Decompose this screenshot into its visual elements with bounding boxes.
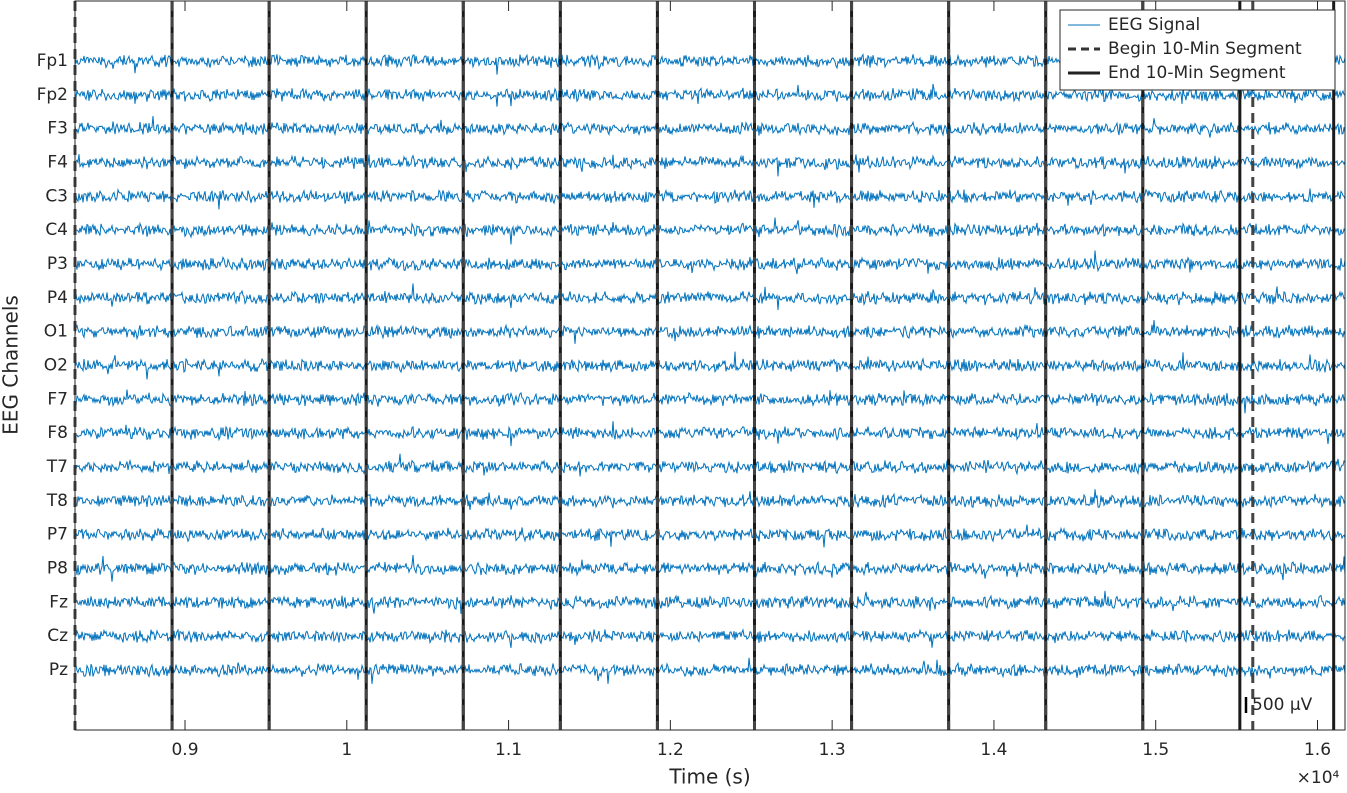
y-axis-label: EEG Channels — [0, 295, 23, 435]
y-tick-label: F4 — [47, 153, 68, 173]
y-tick-label: O2 — [44, 356, 68, 376]
legend-label: EEG Signal — [1108, 15, 1200, 35]
traces — [74, 51, 1346, 684]
x-tick-label: 1.4 — [980, 740, 1007, 760]
legend-label: End 10-Min Segment — [1108, 63, 1286, 83]
eeg-trace — [74, 320, 1346, 344]
y-tick-label: Cz — [47, 626, 68, 646]
x-tick-label: 1.1 — [495, 740, 522, 760]
x-tick-label: 1.3 — [819, 740, 846, 760]
legend-label: Begin 10-Min Segment — [1108, 39, 1302, 59]
y-tick-label: Fz — [49, 592, 68, 612]
y-tick-label: C3 — [45, 186, 68, 206]
eeg-trace — [74, 250, 1346, 275]
eeg-trace — [74, 154, 1346, 177]
y-tick-label: Fp2 — [37, 85, 68, 105]
y-tick-label: F7 — [47, 389, 68, 409]
eeg-trace — [74, 351, 1346, 380]
y-tick-label: T7 — [46, 457, 68, 477]
y-tick-label: Fp1 — [37, 51, 68, 71]
x-axis-label: Time (s) — [668, 765, 750, 789]
y-tick-label: P4 — [47, 288, 68, 308]
x-tick-label: 1.6 — [1304, 740, 1331, 760]
y-tick-label: C4 — [45, 220, 68, 240]
eeg-trace — [74, 590, 1346, 614]
eeg-trace — [74, 83, 1346, 107]
eeg-trace — [74, 489, 1346, 510]
eeg-trace — [74, 555, 1346, 582]
legend-box — [1059, 9, 1336, 91]
y-tick-label: Pz — [49, 660, 68, 680]
eeg-trace — [74, 389, 1346, 414]
y-tick-label: F8 — [47, 423, 68, 443]
x-exponent-label: ×10⁴ — [1297, 768, 1340, 788]
eeg-trace — [74, 116, 1346, 138]
eeg-trace — [74, 524, 1346, 548]
eeg-trace — [75, 628, 1346, 648]
eeg-trace — [75, 217, 1346, 245]
x-tick-label: 1.2 — [657, 740, 684, 760]
x-tick-label: 0.9 — [171, 740, 198, 760]
x-tick-label: 1.5 — [1142, 740, 1169, 760]
x-tick-label: 1 — [341, 740, 352, 760]
scale-bar-label: 500 μV — [1252, 695, 1313, 715]
y-tick-label: P3 — [47, 254, 68, 274]
y-tick-label: O1 — [44, 322, 68, 342]
eeg-trace — [74, 453, 1346, 477]
eeg-trace — [74, 283, 1346, 311]
y-tick-label: P7 — [47, 525, 68, 545]
y-tick-label: P8 — [47, 559, 68, 579]
plot-frame — [74, 0, 1346, 731]
y-tick-label: T8 — [46, 491, 68, 511]
eeg-trace — [74, 187, 1346, 210]
y-tick-label: F3 — [47, 119, 68, 139]
eeg-trace — [75, 421, 1346, 447]
eeg-trace — [74, 657, 1346, 684]
